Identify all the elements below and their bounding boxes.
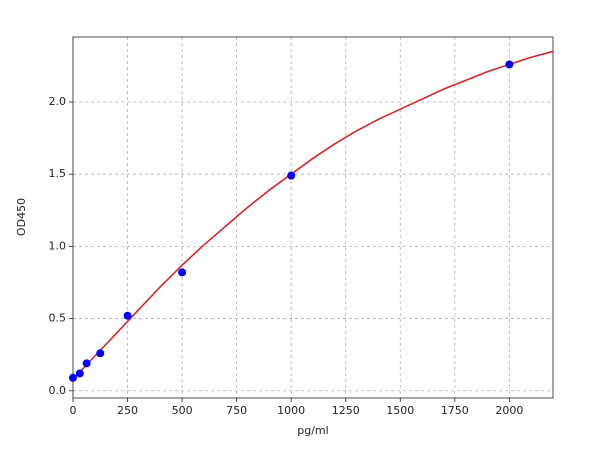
y-tick-label: 1.0 [49,239,67,252]
data-point [505,60,514,69]
x-tick-label: 250 [117,404,138,417]
data-point [178,268,187,277]
x-tick-label: 0 [70,404,77,417]
y-tick-label: 0.5 [49,312,67,325]
data-point [82,359,91,368]
data-point [75,369,84,378]
x-axis-label: pg/ml [297,424,328,437]
data-point [287,171,296,180]
data-point [123,311,132,320]
plot-frame [72,36,554,399]
x-tick-label: 500 [172,404,193,417]
x-tick-label: 1250 [332,404,360,417]
y-tick-label: 0.0 [49,384,67,397]
x-tick-label: 1500 [386,404,414,417]
y-tick-label: 1.5 [49,167,67,180]
fit-curve [72,50,554,380]
x-tick-label: 750 [226,404,247,417]
x-tick-label: 1000 [277,404,305,417]
y-tick-label: 2.0 [49,95,67,108]
x-tick-label: 1750 [441,404,469,417]
data-point [96,349,105,358]
y-axis-label: OD450 [15,198,28,236]
x-tick-label: 2000 [495,404,523,417]
data-point [69,373,77,382]
